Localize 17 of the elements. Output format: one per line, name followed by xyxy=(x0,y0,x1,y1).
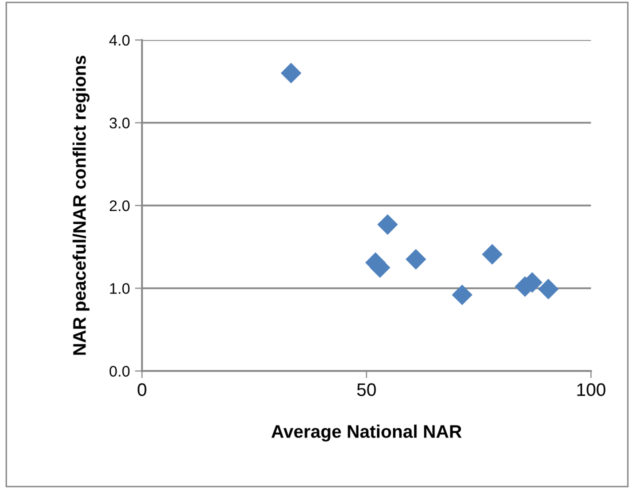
point xyxy=(370,257,390,278)
y-tick-label: 3.0 xyxy=(110,118,130,128)
point xyxy=(538,278,559,300)
x-tick-label: 100 xyxy=(577,383,606,396)
y-tick-label: 0.0 xyxy=(110,366,130,377)
point xyxy=(452,284,472,306)
x-tick-label: 50 xyxy=(357,383,376,396)
point xyxy=(280,62,302,84)
y-tick-label: 4.0 xyxy=(109,34,130,46)
point xyxy=(377,214,398,235)
point xyxy=(406,248,426,270)
x-axis-title: Average National NAR xyxy=(271,424,462,442)
y-tick-label: 1.0 xyxy=(110,283,130,294)
x-tick-label: 0 xyxy=(138,383,146,396)
y-tick-label: 2.0 xyxy=(110,200,130,212)
y-axis-title: NAR peaceful/NAR conflict regions xyxy=(72,56,90,355)
point xyxy=(482,244,503,265)
